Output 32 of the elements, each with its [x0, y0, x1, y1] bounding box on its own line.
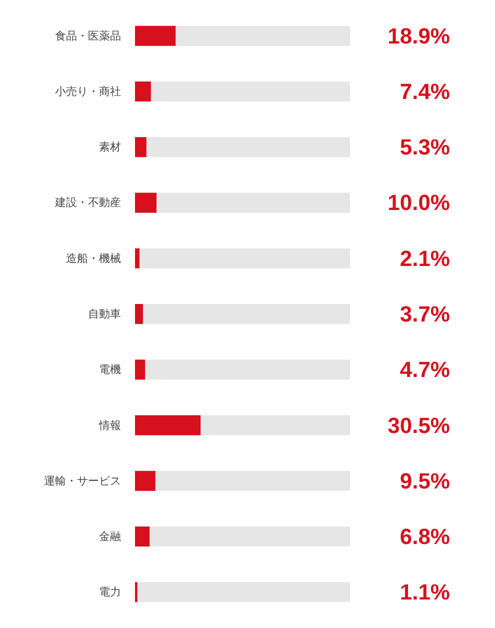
bar — [135, 470, 156, 491]
data-label: 30.5% — [388, 412, 450, 438]
bar — [135, 360, 146, 380]
data-label: 3.7% — [400, 302, 450, 326]
bar — [135, 248, 140, 268]
data-label: 6.8% — [400, 524, 450, 550]
bar — [135, 81, 151, 102]
bar — [135, 26, 176, 46]
data-label: 18.9% — [388, 23, 450, 48]
bar — [135, 192, 156, 213]
y-tick-label: 金融 — [99, 530, 121, 544]
y-tick-label: 素材 — [99, 140, 121, 154]
data-label: 2.1% — [400, 246, 450, 271]
y-tick-label: 電機 — [99, 363, 121, 376]
y-tick-label: 小売り・商社 — [55, 84, 121, 98]
y-tick-label: 食品・医薬品 — [55, 29, 121, 42]
y-tick-label: 建設・不動産 — [54, 196, 121, 210]
bar — [135, 137, 146, 158]
data-label: 4.7% — [400, 357, 450, 382]
data-label: 9.5% — [400, 468, 450, 494]
y-tick-label: 造船・機械 — [66, 252, 121, 265]
y-tick-label: 自動車 — [88, 308, 121, 320]
data-label: 7.4% — [400, 78, 450, 104]
y-tick-label: 電力 — [99, 586, 121, 599]
data-label: 10.0% — [388, 190, 450, 216]
bar — [135, 526, 150, 547]
y-tick-label: 運輸・サービス — [44, 474, 121, 488]
data-label: 1.1% — [400, 580, 450, 605]
bar — [135, 304, 143, 324]
y-tick-label: 情報 — [98, 418, 121, 432]
data-label: 5.3% — [400, 134, 450, 160]
bar — [135, 415, 201, 436]
